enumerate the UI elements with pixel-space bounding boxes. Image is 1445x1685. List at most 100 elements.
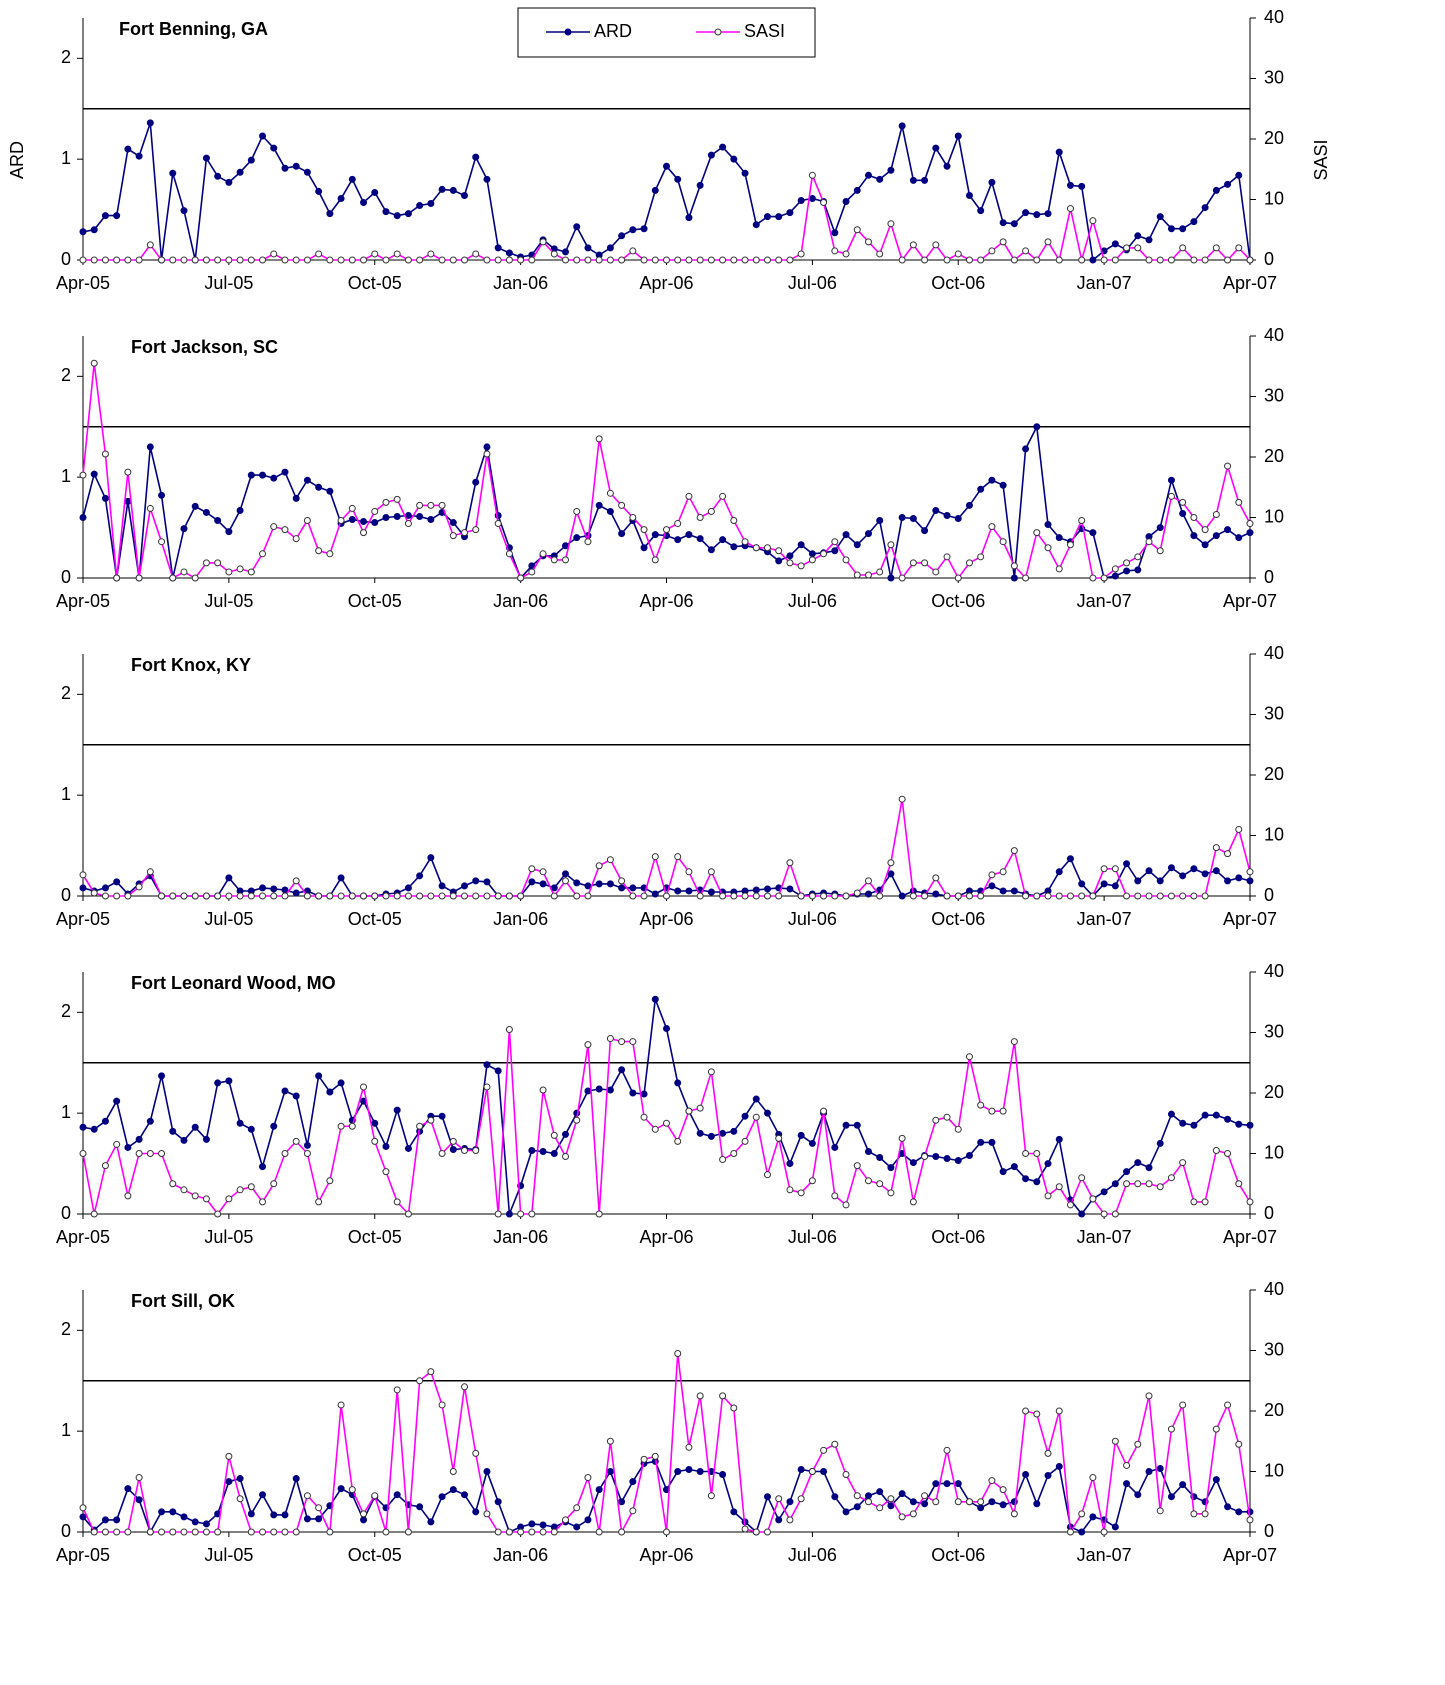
x-tick-label: Oct-06 xyxy=(931,1227,985,1247)
data-point xyxy=(1179,892,1187,900)
data-point xyxy=(775,213,783,221)
data-point xyxy=(898,514,906,521)
data-point xyxy=(674,1137,682,1145)
data-point xyxy=(270,250,278,258)
y2-tick-label: 20 xyxy=(1264,446,1284,466)
data-point xyxy=(864,1492,872,1500)
data-point xyxy=(146,443,154,451)
data-point xyxy=(404,210,412,218)
data-point xyxy=(1111,256,1119,264)
data-point xyxy=(348,1486,356,1494)
data-point xyxy=(797,1495,805,1503)
y2-tick-label: 10 xyxy=(1264,1142,1284,1162)
data-point xyxy=(887,220,895,228)
x-tick-label: Apr-06 xyxy=(639,1227,693,1247)
data-point xyxy=(606,256,614,264)
data-point xyxy=(1066,1528,1074,1536)
data-point xyxy=(1123,860,1131,868)
data-point xyxy=(954,1498,962,1506)
data-point xyxy=(1078,517,1086,525)
y-tick-label: 1 xyxy=(61,466,71,486)
data-point xyxy=(326,892,334,900)
data-point xyxy=(1201,526,1209,534)
data-point xyxy=(259,1491,267,1499)
data-point xyxy=(135,1150,143,1157)
data-point xyxy=(719,1392,727,1400)
data-point xyxy=(741,256,749,264)
data-point xyxy=(90,1528,98,1536)
data-point xyxy=(146,241,154,249)
data-point xyxy=(191,574,199,582)
data-point xyxy=(663,256,670,264)
data-point xyxy=(1100,865,1108,873)
data-point xyxy=(752,1095,760,1103)
data-point xyxy=(1246,877,1254,885)
x-tick-label: Oct-06 xyxy=(931,591,985,611)
data-point xyxy=(191,892,199,900)
data-point xyxy=(1055,565,1063,573)
data-point xyxy=(1212,244,1220,252)
data-point xyxy=(90,256,98,264)
data-point xyxy=(887,859,895,867)
data-point xyxy=(461,529,469,537)
data-point xyxy=(1145,236,1153,244)
data-point xyxy=(999,481,1007,489)
data-point xyxy=(303,1150,311,1157)
data-point xyxy=(786,1516,794,1524)
data-point xyxy=(517,574,525,582)
x-tick-label: Apr-05 xyxy=(56,591,110,611)
data-point xyxy=(337,874,345,882)
data-point xyxy=(416,501,424,509)
data-point xyxy=(786,859,794,867)
data-point xyxy=(999,1168,1007,1176)
data-point xyxy=(707,868,715,876)
data-point xyxy=(763,1109,771,1117)
data-point xyxy=(797,1465,805,1473)
data-point xyxy=(382,1142,390,1150)
data-point xyxy=(1145,1468,1153,1475)
data-point xyxy=(169,1180,177,1188)
data-point xyxy=(1111,865,1119,873)
data-point xyxy=(101,892,109,900)
data-point xyxy=(158,256,166,264)
data-point xyxy=(427,892,435,900)
data-point xyxy=(808,1139,816,1147)
data-point xyxy=(505,249,513,257)
data-point xyxy=(876,175,884,183)
data-point xyxy=(696,535,704,543)
data-point xyxy=(977,1138,985,1146)
data-point xyxy=(1022,1407,1030,1415)
data-point xyxy=(483,175,491,183)
data-point xyxy=(775,1516,783,1524)
data-point xyxy=(79,256,87,264)
data-point xyxy=(1235,171,1243,179)
data-point xyxy=(640,1113,648,1121)
data-point xyxy=(606,244,614,252)
data-point xyxy=(505,256,513,264)
data-point xyxy=(259,256,267,264)
data-point xyxy=(977,485,985,493)
data-point xyxy=(236,256,244,264)
data-point xyxy=(101,256,109,264)
data-point xyxy=(337,1122,345,1130)
data-point xyxy=(876,568,884,576)
y2-tick-label: 30 xyxy=(1264,1339,1284,1359)
data-point xyxy=(786,1186,794,1194)
data-point xyxy=(1246,1121,1254,1129)
data-point xyxy=(763,213,771,221)
data-point xyxy=(1089,217,1097,225)
data-point xyxy=(303,1141,311,1149)
legend-marker xyxy=(714,28,722,36)
data-point xyxy=(1100,1188,1108,1196)
data-point xyxy=(932,874,940,882)
data-point xyxy=(303,517,311,525)
y2-tick-label: 0 xyxy=(1264,885,1274,905)
data-point xyxy=(270,474,278,482)
data-point xyxy=(259,1163,267,1171)
data-point xyxy=(483,256,491,264)
data-point xyxy=(315,1504,323,1512)
data-point xyxy=(259,1528,267,1536)
data-point xyxy=(887,541,895,549)
data-point xyxy=(943,1155,951,1163)
data-point xyxy=(775,547,783,555)
